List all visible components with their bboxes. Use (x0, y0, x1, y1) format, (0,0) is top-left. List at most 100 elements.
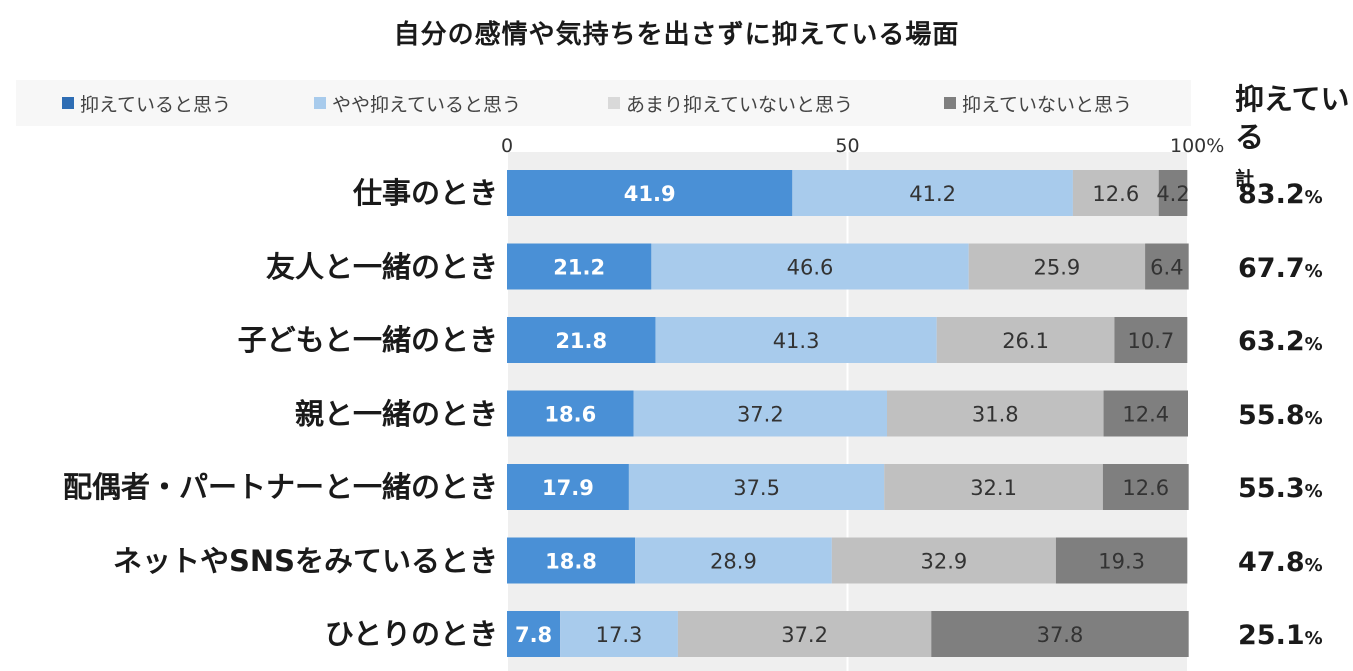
bar-segment (635, 537, 832, 584)
bar-data-label: 12.4 (1122, 403, 1169, 427)
category-label: 子どもと一緒のとき (237, 323, 498, 357)
bar-segment (1072, 170, 1159, 216)
bar-data-label: 37.8 (1037, 623, 1084, 647)
bar-data-label: 41.3 (773, 329, 820, 353)
total-value: 55.8% (1238, 393, 1323, 442)
total-value: 67.7% (1238, 246, 1323, 295)
category-label: 仕事のとき (352, 176, 498, 210)
x-tick-label: 50 (835, 135, 859, 157)
bar-segment (792, 170, 1073, 216)
bar-segment (628, 464, 885, 510)
bar-data-label: 26.1 (1002, 329, 1049, 353)
bar-data-label: 18.8 (545, 550, 597, 574)
bar-segment (560, 611, 678, 657)
total-unit: % (1304, 481, 1323, 502)
category-label: ひとりのとき (324, 617, 498, 651)
totals-header-text: 抑えている (1235, 82, 1350, 154)
legend-swatch-1 (62, 97, 74, 109)
bar-data-label: 21.8 (555, 329, 607, 353)
legend-item-3: あまり抑えていないと思う (608, 80, 853, 126)
bar-data-label: 21.2 (553, 256, 605, 280)
legend-swatch-4 (944, 97, 956, 109)
bar-segment (633, 390, 887, 437)
bar-segment (1114, 317, 1188, 363)
total-number: 47.8 (1238, 546, 1305, 578)
bar-data-label: 4.2 (1156, 182, 1189, 206)
legend-item-4: 抑えていないと思う (944, 80, 1132, 126)
legend-label-1: 抑えていると思う (80, 93, 232, 116)
total-unit: % (1304, 407, 1323, 429)
category-label: ネットやSNSをみているとき (112, 543, 498, 578)
legend-item-1: 抑えていると思う (62, 80, 231, 126)
total-value: 63.2% (1238, 319, 1323, 368)
category-label: 友人と一緒のとき (265, 249, 498, 284)
bar-segment (884, 464, 1103, 510)
bar-data-label: 19.3 (1098, 550, 1145, 574)
legend: 抑えていると思う やや抑えていると思う あまり抑えていないと思う 抑えていないと… (16, 80, 1191, 126)
legend-swatch-3 (608, 97, 620, 109)
total-value: 47.8% (1238, 540, 1323, 589)
bar-data-label: 32.9 (920, 550, 967, 574)
total-value: 55.3% (1238, 466, 1323, 515)
bar-segment (1055, 537, 1188, 584)
bar-segment (831, 537, 1056, 584)
total-value: 25.1% (1238, 613, 1323, 662)
category-label: 親と一緒のとき (294, 396, 498, 431)
bar-segment (1145, 243, 1189, 290)
legend-swatch-2 (314, 97, 326, 109)
bar-data-label: 32.1 (970, 476, 1017, 500)
bar-data-label: 41.9 (624, 182, 676, 206)
x-tick-label: 100% (1170, 135, 1224, 157)
bar-data-label: 12.6 (1122, 476, 1169, 500)
bar-data-label: 18.6 (544, 403, 596, 427)
bar-data-label: 7.8 (515, 623, 552, 647)
bar-data-label: 17.3 (596, 623, 643, 647)
bar-segment (1103, 390, 1188, 437)
bar-segment (655, 317, 937, 363)
total-unit: % (1304, 187, 1323, 208)
chart-title: 自分の感情や気持ちを出さずに抑えている場面 (393, 20, 960, 50)
bar-segment (968, 243, 1146, 290)
bar-segment (936, 317, 1115, 363)
bar-segment (507, 243, 652, 290)
total-number: 67.7 (1238, 252, 1305, 284)
category-label: 配偶者・パートナーと一緒のとき (62, 470, 498, 504)
bar-segment (507, 170, 793, 216)
bar-data-label: 6.4 (1150, 256, 1183, 280)
bar-segment (651, 243, 969, 290)
bar-data-label: 46.6 (787, 256, 834, 280)
total-unit: % (1304, 628, 1323, 649)
bar-segment (507, 611, 561, 657)
x-tick-label: 0 (501, 135, 513, 157)
total-number: 25.1 (1238, 620, 1305, 651)
bar-segment (1158, 170, 1188, 216)
bar-segment (507, 537, 636, 584)
total-number: 63.2 (1238, 326, 1305, 357)
legend-item-2: やや抑えていると思う (314, 80, 521, 126)
total-number: 55.8 (1238, 399, 1305, 431)
total-number: 55.3 (1238, 473, 1305, 504)
bar-data-label: 12.6 (1092, 182, 1139, 206)
legend-label-4: 抑えていないと思う (962, 93, 1133, 116)
bar-data-label: 17.9 (542, 476, 594, 500)
bar-segment (886, 390, 1104, 437)
bar-data-label: 37.5 (733, 476, 780, 500)
total-unit: % (1304, 260, 1323, 282)
bar-data-label: 31.8 (972, 403, 1019, 427)
bar-data-label: 37.2 (737, 403, 784, 427)
bar-segment (931, 611, 1189, 657)
bar-segment (677, 611, 932, 657)
bar-segment (507, 390, 634, 437)
bar-data-label: 41.2 (909, 182, 956, 206)
total-value: 83.2% (1238, 172, 1323, 221)
bar-segment (1102, 464, 1189, 510)
bar-data-label: 10.7 (1128, 329, 1175, 353)
legend-label-2: やや抑えていると思う (332, 93, 522, 116)
totals-header-suffix: 計 (1235, 168, 1255, 190)
bar-segment (507, 317, 656, 363)
total-unit: % (1304, 554, 1323, 576)
legend-label-3: あまり抑えていないと思う (626, 93, 854, 116)
bar-data-label: 25.9 (1034, 256, 1081, 280)
bar-data-label: 37.2 (781, 623, 828, 647)
